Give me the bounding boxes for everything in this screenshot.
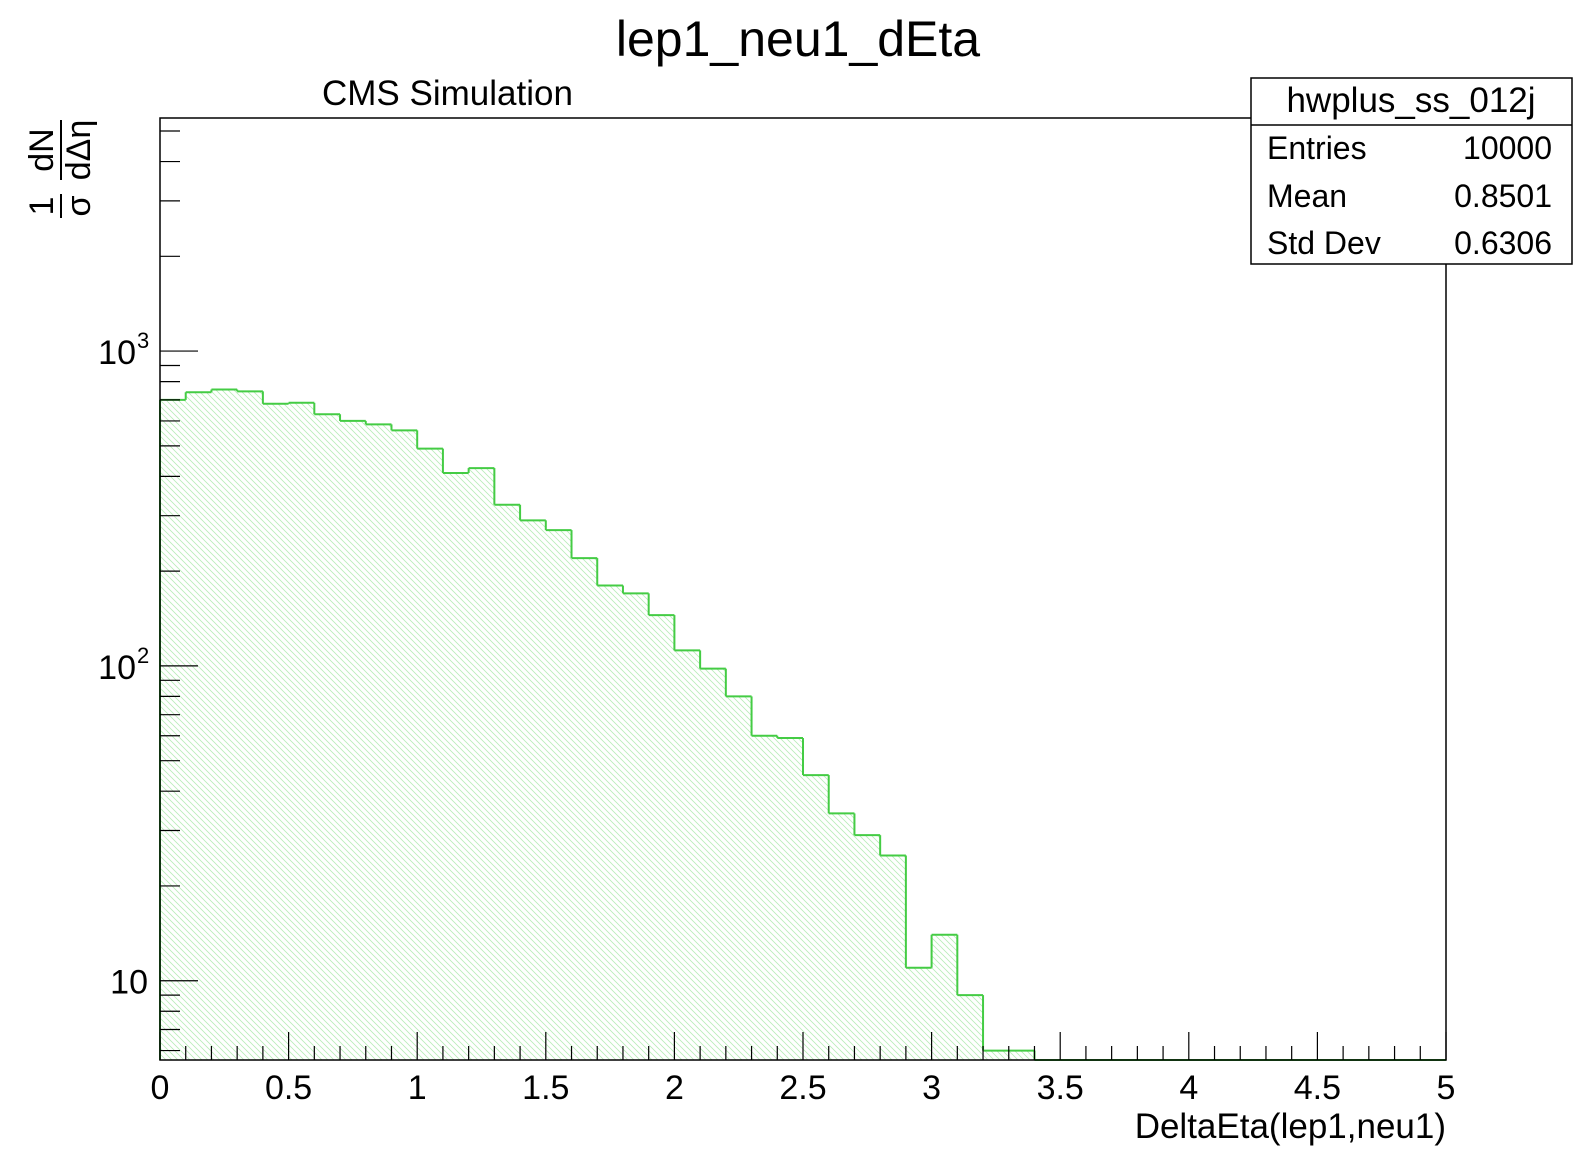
y-label-frac1-num: 1 — [23, 197, 61, 216]
x-axis-label: DeltaEta(lep1,neu1) — [1135, 1107, 1446, 1146]
x-tick-label: 1.5 — [522, 1069, 569, 1107]
stats-box-title: hwplus_ss_012j — [1286, 81, 1535, 120]
histogram-fill — [160, 389, 1446, 1061]
stats-mean-value: 0.8501 — [1454, 178, 1552, 214]
x-tick-label: 3 — [922, 1069, 941, 1107]
stats-entries-label: Entries — [1267, 130, 1367, 166]
stats-stddev-label: Std Dev — [1267, 225, 1381, 261]
stats-entries-value: 10000 — [1463, 130, 1552, 166]
stats-box-frame — [1250, 77, 1573, 265]
x-tick-label: 1 — [408, 1069, 427, 1107]
x-tick-label: 0 — [151, 1069, 170, 1107]
x-tick-label: 2 — [665, 1069, 684, 1107]
x-tick-label: 4.5 — [1294, 1069, 1341, 1107]
chart-title: lep1_neu1_dEta — [616, 11, 980, 67]
x-tick-label: 2.5 — [779, 1069, 826, 1107]
y-label-frac2-den: dΔη — [60, 120, 98, 181]
stats-box: hwplus_ss_012j Entries 10000 Mean 0.8501… — [1250, 77, 1573, 265]
y-tick-label: 10 — [98, 649, 136, 687]
x-tick-label: 3.5 — [1037, 1069, 1084, 1107]
y-tick-exponent: 2 — [137, 643, 149, 668]
x-tick-label: 4 — [1179, 1069, 1198, 1107]
stats-mean-label: Mean — [1267, 178, 1347, 214]
x-axis-ticks: 0 0.5 1 1.5 2 2.5 3 3.5 4 4.5 5 — [151, 1032, 1456, 1107]
y-tick-exponent: 3 — [137, 328, 149, 353]
x-tick-label: 0.5 — [265, 1069, 312, 1107]
y-tick-label: 10 — [98, 334, 136, 372]
y-tick-label: 10 — [110, 964, 148, 1002]
y-axis-label: 1 σ dN dΔη — [23, 120, 98, 218]
cms-simulation-label: CMS Simulation — [322, 74, 573, 113]
x-tick-label: 5 — [1437, 1069, 1456, 1107]
stats-stddev-value: 0.6306 — [1454, 225, 1552, 261]
y-label-frac2-num: dN — [23, 128, 61, 171]
y-label-frac1-den: σ — [60, 195, 98, 216]
